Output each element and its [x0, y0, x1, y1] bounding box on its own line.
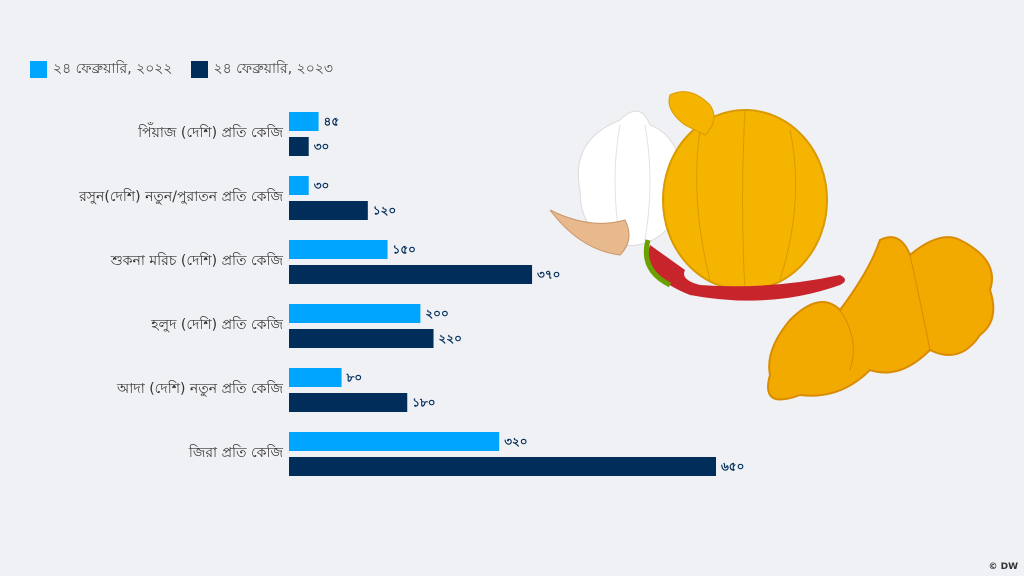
garlic-icon: [549, 110, 683, 256]
data-label: ১৫০: [393, 243, 416, 257]
category-label: জিরা প্রতি কেজি: [188, 444, 284, 461]
spices-illustration: [549, 91, 995, 401]
legend: ২৪ ফেব্রুয়ারি, ২০২২ ২৪ ফেব্রুয়ারি, ২০২…: [30, 57, 333, 81]
bar-2022: [289, 304, 421, 323]
bar-2022: [289, 176, 309, 195]
bar-2023: [289, 265, 533, 284]
data-label: ৩০: [314, 140, 330, 154]
category-label: হলুদ (দেশি) প্রতি কেজি: [150, 316, 283, 333]
category-label: আদা (দেশি) নতুন প্রতি কেজি: [116, 380, 283, 397]
bar-2022: [289, 112, 319, 131]
legend-label-2023: ২৪ ফেব্রুয়ারি, ২০২৩: [213, 61, 334, 77]
legend-label-2022: ২৪ ফেব্রুয়ারি, ২০২২: [53, 61, 173, 77]
data-label: ৬৫০: [721, 460, 744, 474]
bar-2023: [289, 137, 309, 156]
credit: © DW: [988, 562, 1018, 572]
data-label: ৮০: [346, 371, 363, 385]
legend-item-2023: ২৪ ফেব্রুয়ারি, ২০২৩: [190, 57, 334, 81]
legend-swatch-2023: [190, 60, 208, 78]
data-label: ৪৫: [324, 115, 340, 129]
ginger-icon: [767, 236, 995, 401]
data-label: ৩৭০: [537, 268, 560, 282]
category-label: পিঁয়াজ (দেশি) প্রতি কেজি: [137, 122, 283, 141]
category-label: শুকনা মরিচ (দেশি) প্রতি কেজি: [110, 252, 284, 269]
bar-2023: [289, 393, 408, 412]
bar-2023: [289, 329, 434, 348]
data-label: ১৮০: [412, 396, 435, 410]
legend-swatch-2022: [30, 60, 47, 78]
bar-2023: [289, 457, 716, 476]
bar-2022: [289, 368, 342, 387]
category-label: রসুন(দেশি) নতুন/পুরাতন প্রতি কেজি: [78, 188, 283, 205]
bar-2022: [289, 240, 388, 259]
data-label: ২০০: [425, 307, 448, 321]
bar-2023: [289, 201, 368, 220]
legend-item-2022: ২৪ ফেব্রুয়ারি, ২০২২: [30, 57, 173, 81]
bar-2022: [289, 432, 500, 451]
data-label: ২২০: [439, 332, 462, 346]
onion-icon: [662, 91, 828, 291]
data-label: ৩০: [314, 179, 330, 193]
chili-icon: [643, 239, 845, 301]
data-label: ১২০: [373, 204, 396, 218]
data-label: ৩২০: [504, 435, 527, 449]
